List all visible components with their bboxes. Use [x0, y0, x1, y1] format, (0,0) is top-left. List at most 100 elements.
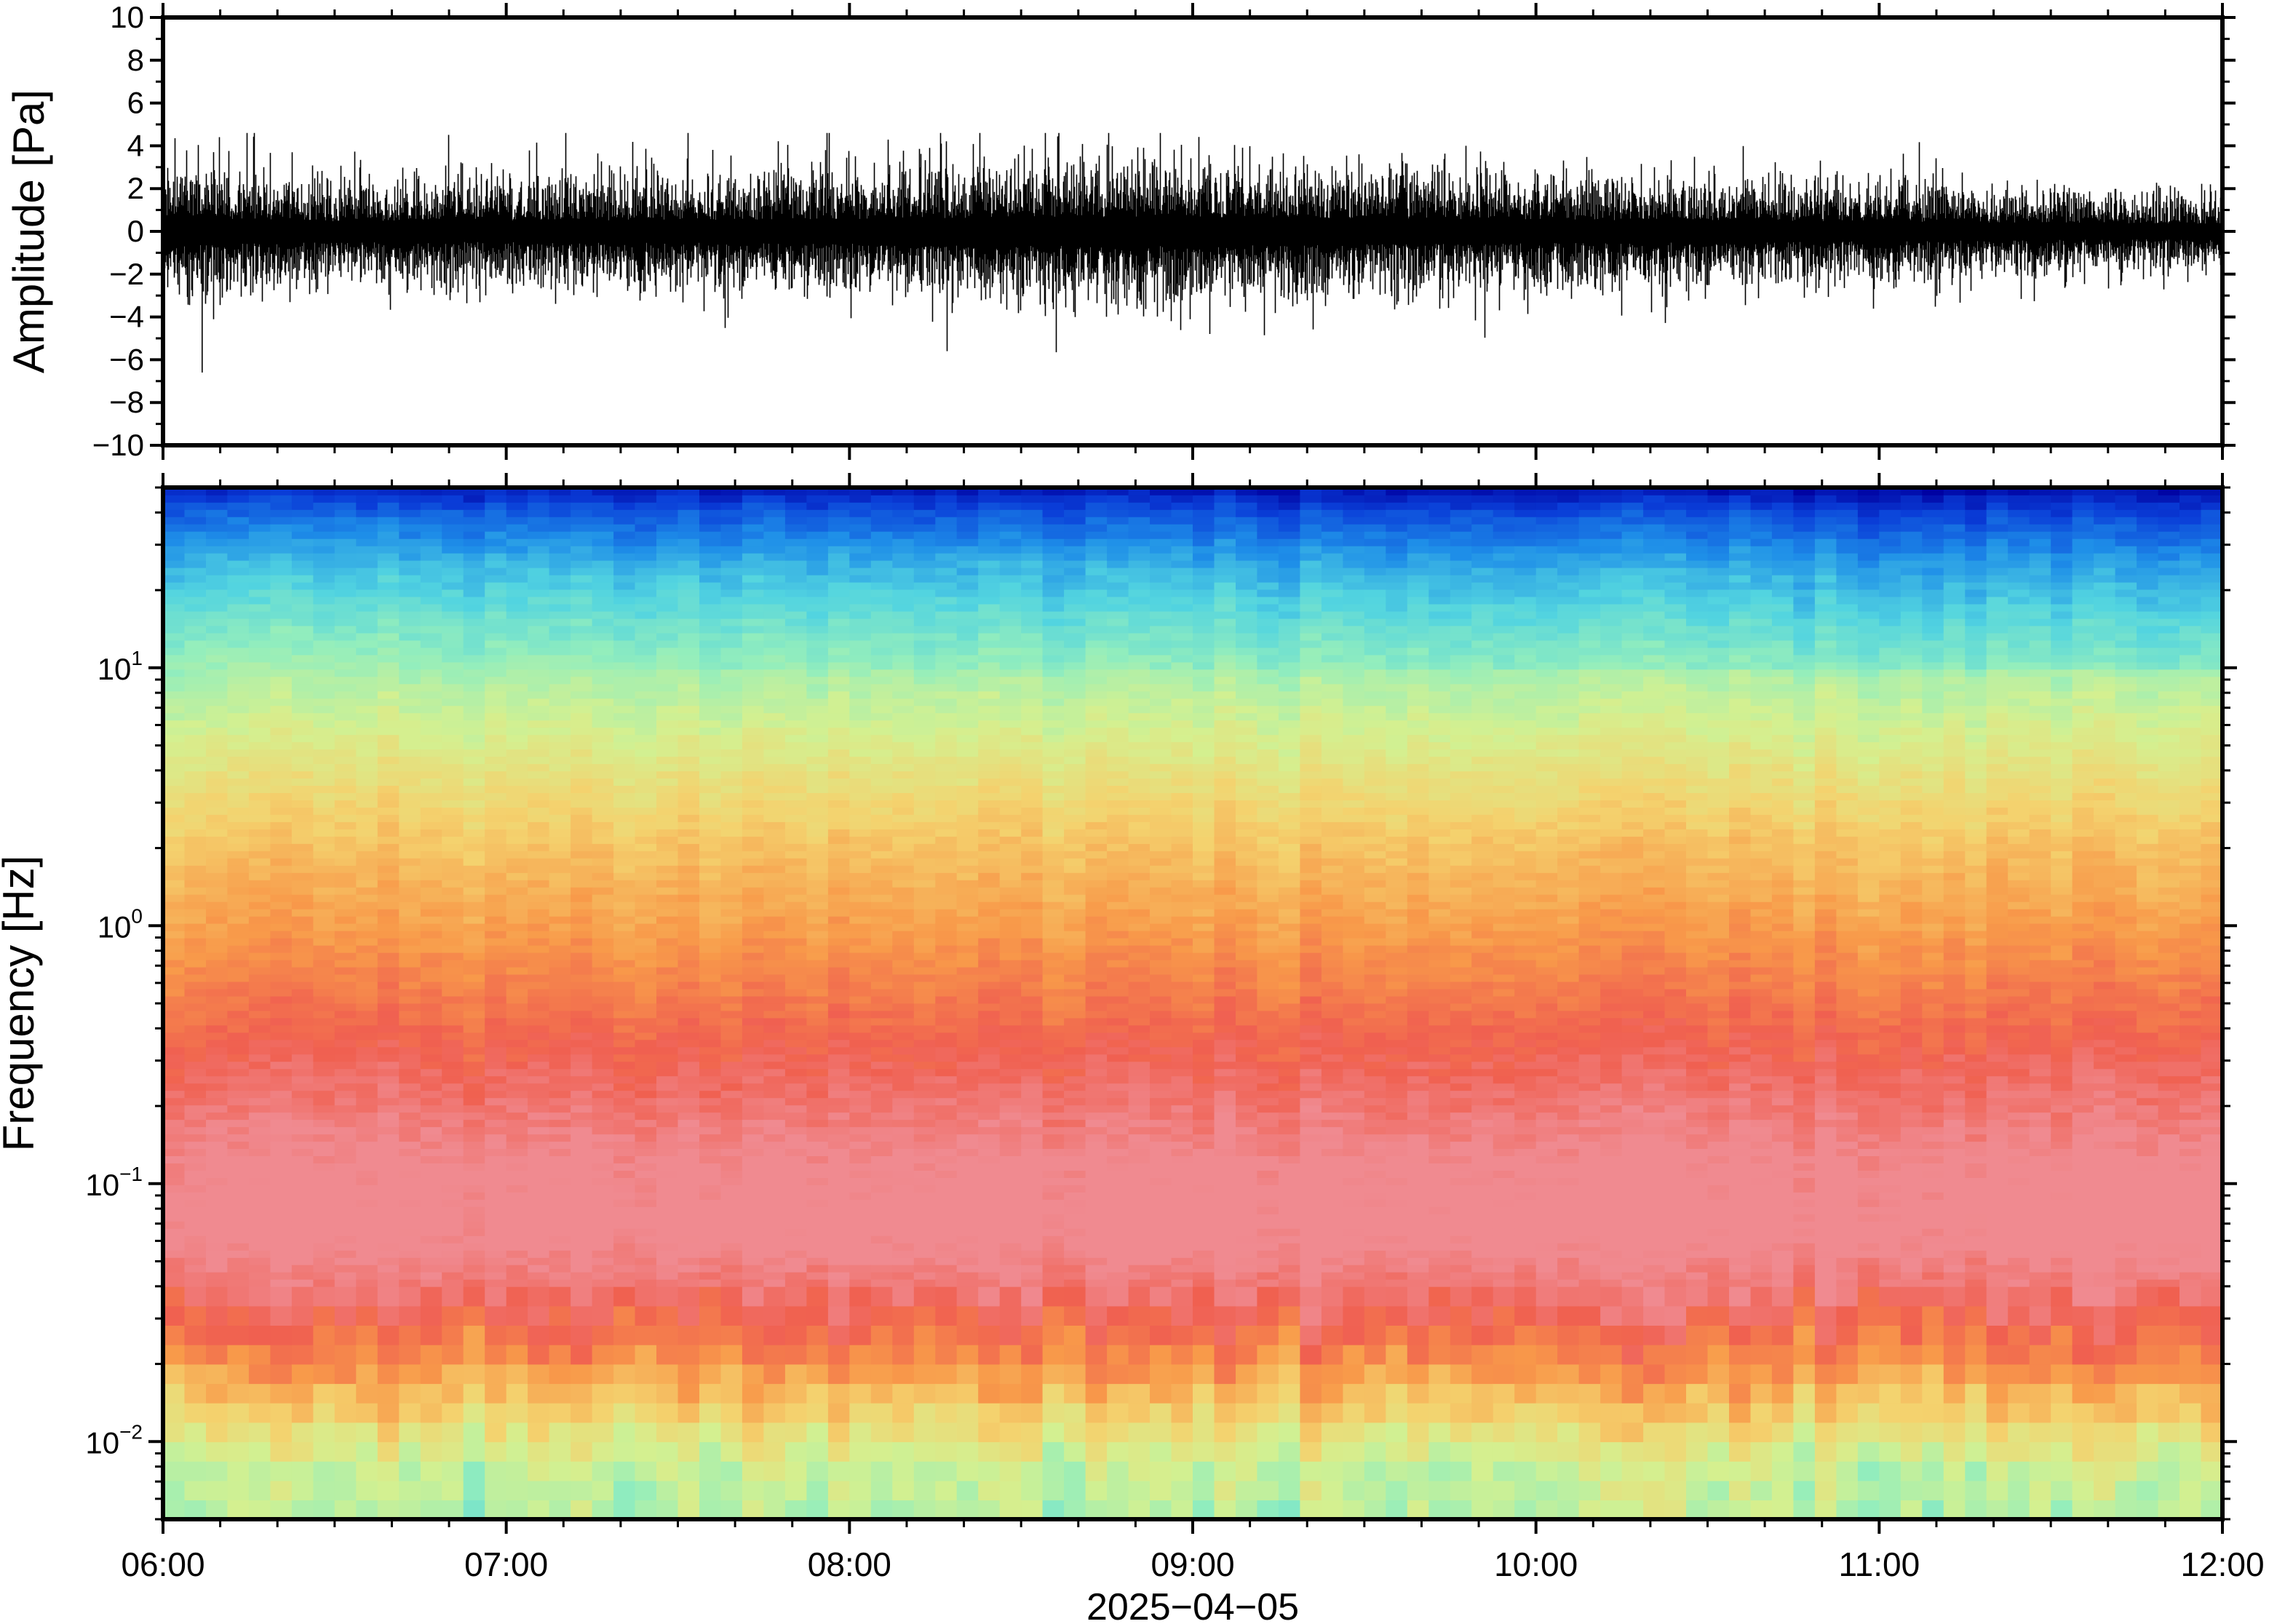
spectrogram-cell: [656, 981, 679, 990]
spectrogram-cell: [248, 1075, 271, 1084]
spectrogram-cell: [463, 502, 485, 510]
spectrogram-cell: [227, 981, 250, 990]
spectrogram-cell: [592, 1271, 614, 1280]
spectrogram-cell: [549, 509, 571, 517]
spectrogram-cell: [849, 618, 872, 626]
spectrogram-cell: [442, 952, 464, 960]
spectrogram-cell: [870, 1119, 894, 1128]
spectrogram-cell: [978, 1054, 1001, 1062]
spectrogram-cell: [485, 1199, 507, 1207]
spectrogram-cell: [892, 1257, 915, 1265]
spectrogram-cell: [592, 552, 614, 561]
spectrogram-cell: [592, 814, 614, 822]
spectrogram-cell: [506, 1480, 528, 1501]
spectrogram-cell: [978, 1134, 1001, 1142]
spectrogram-cell: [528, 1148, 550, 1156]
spectrogram-cell: [485, 937, 507, 946]
spectrogram-cell: [784, 1402, 808, 1423]
spectrogram-cell: [849, 1214, 872, 1222]
spectrogram-cell: [227, 1185, 250, 1193]
spectrogram-cell: [356, 749, 378, 757]
spectrogram-cell: [206, 727, 229, 736]
spectrogram-cell: [999, 836, 1022, 844]
spectrogram-cell: [313, 771, 335, 779]
spectrogram-cell: [248, 1054, 271, 1062]
spectrogram-cell: [420, 1068, 443, 1077]
spectrogram-cell: [334, 683, 357, 692]
spectrogram-cell: [592, 763, 614, 772]
spectrogram-cell: [699, 1148, 722, 1156]
spectrogram-cell: [206, 1500, 229, 1519]
spectrogram-cell: [356, 647, 378, 656]
spectrogram-cell: [956, 632, 979, 641]
spectrogram-cell: [613, 1061, 636, 1070]
spectrogram-cell: [656, 930, 679, 939]
spectrogram-cell: [592, 872, 614, 880]
spectrogram-cell: [849, 523, 872, 532]
spectrogram-cell: [528, 654, 550, 663]
spectrogram-cell: [463, 1402, 485, 1423]
spectrogram-cell: [399, 836, 421, 844]
spectrogram-cell: [571, 1480, 593, 1501]
spectrogram-cell: [956, 800, 979, 808]
spectrogram-cell: [163, 495, 186, 503]
spectrogram-cell: [463, 749, 485, 757]
spectrogram-cell: [313, 596, 335, 605]
spectrogram-cell: [248, 1010, 271, 1019]
spectrogram-cell: [291, 923, 314, 931]
spectrogram-cell: [377, 1032, 400, 1040]
spectrogram-cell: [184, 1104, 207, 1113]
spectrogram-cell: [913, 966, 937, 975]
spectrogram-cell: [356, 872, 378, 880]
spectrogram-cell: [206, 886, 229, 895]
spectrogram-cell: [399, 712, 421, 721]
spectrogram-cell: [784, 523, 808, 532]
spectrogram-cell: [334, 879, 357, 888]
spectrogram-cell: [291, 944, 314, 953]
spectrogram-cell: [313, 1046, 335, 1055]
spectrogram-cell: [163, 545, 186, 554]
spectrogram-cell: [356, 530, 378, 539]
spectrogram-cell: [635, 908, 657, 917]
spectrogram-cell: [613, 669, 636, 677]
spectrogram-cell: [184, 1003, 207, 1011]
spectrogram-cell: [270, 741, 293, 750]
spectrogram-cell: [720, 1170, 743, 1178]
spectrogram-cell: [720, 865, 743, 873]
spectrogram-cell: [313, 1039, 335, 1048]
waveform-y-tick-label: 0: [127, 214, 144, 248]
spectrogram-cell: [334, 792, 357, 800]
spectrogram-cell: [399, 1155, 421, 1163]
spectrogram-cell: [549, 676, 571, 685]
spectrogram-cell: [334, 858, 357, 866]
spectrogram-cell: [592, 1243, 614, 1251]
spectrogram-cell: [442, 1112, 464, 1121]
spectrogram-cell: [291, 937, 314, 946]
spectrogram-cell: [763, 727, 786, 736]
spectrogram-cell: [677, 509, 700, 517]
spectrogram-cell: [463, 552, 485, 561]
spectrogram-cell: [677, 632, 700, 641]
spectrogram-cell: [849, 676, 872, 685]
spectrogram-cell: [635, 1243, 657, 1251]
spectrogram-cell: [313, 1148, 335, 1156]
spectrogram-cell: [892, 1003, 915, 1011]
spectrogram-cell: [677, 821, 700, 829]
spectrogram-cell: [935, 937, 958, 946]
spectrogram-cell: [870, 1250, 894, 1258]
spectrogram-cell: [978, 872, 1001, 880]
spectrogram-cell: [677, 690, 700, 699]
spectrogram-cell: [442, 581, 464, 590]
spectrogram-cell: [999, 1192, 1022, 1200]
spectrogram-cell: [442, 829, 464, 837]
spectrogram-cell: [485, 502, 507, 510]
spectrogram-cell: [635, 1083, 657, 1091]
spectrogram-cell: [849, 610, 872, 619]
spectrogram-cell: [742, 1199, 765, 1207]
spectrogram-cell: [656, 1112, 679, 1121]
spectrogram-cell: [549, 1286, 571, 1307]
spectrogram-cell: [635, 632, 657, 641]
spectrogram-cell: [549, 1325, 571, 1345]
spectrogram-cell: [420, 836, 443, 844]
spectrogram-cell: [184, 647, 207, 656]
